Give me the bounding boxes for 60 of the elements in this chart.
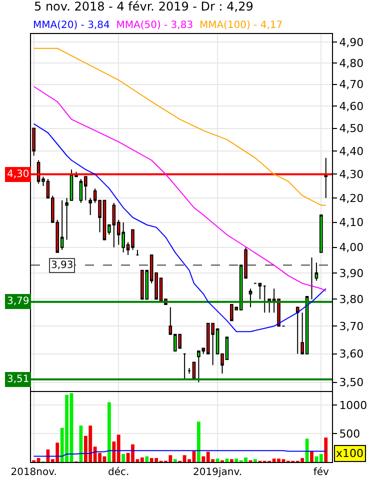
ref-line-label: 4,30 [7, 169, 30, 180]
text: MMA(100) - 4,17 [199, 20, 283, 31]
y-tick-label: 500 [339, 427, 360, 440]
candlestick [188, 367, 191, 374]
bar [108, 402, 111, 462]
bar [173, 459, 177, 462]
y-tick-label: 4,40 [339, 144, 364, 158]
bar [122, 454, 126, 462]
candlestick [182, 353, 186, 380]
y-tick-label: 4,20 [339, 192, 364, 205]
chart-title: 5 nov. 2018 - 4 févr. 2019 - Dr : 4,29 [34, 0, 254, 14]
candlestick [310, 256, 314, 300]
bar [324, 438, 328, 462]
ref-line-label: 3,51 [7, 374, 30, 385]
bar [197, 422, 200, 462]
candlestick [84, 176, 88, 201]
bar [140, 457, 144, 462]
line-series [33, 123, 326, 332]
bar [79, 426, 83, 462]
y-tick-label: 3,50 [339, 376, 364, 390]
candlestick [65, 198, 68, 240]
line-series [33, 48, 326, 206]
ref-line-label: 3,93 [51, 260, 74, 271]
y-tick-label: 4,60 [339, 100, 364, 113]
candlestick [262, 285, 266, 314]
y-tick-label: 4,80 [339, 56, 364, 70]
x-tick-label: déc. [108, 467, 130, 478]
bar [225, 458, 229, 462]
candlestick [248, 288, 252, 308]
text: MMA(50) - 3,83 [116, 20, 194, 31]
text: x100 [336, 447, 364, 460]
y-tick-label: 3,70 [339, 320, 364, 333]
line-series [33, 86, 326, 292]
bar [319, 454, 323, 462]
bar [145, 456, 149, 462]
y-tick-label: 4,70 [339, 78, 364, 92]
bar [216, 458, 220, 462]
text: MMA(20) - 3,84 [33, 20, 110, 31]
x-tick-label: 2018nov. [10, 467, 57, 478]
y-tick-label: 4,30 [339, 168, 364, 182]
ref-line-label: 3,79 [7, 296, 30, 307]
y-tick-label: 3,90 [339, 266, 364, 280]
x-tick-label: fév [313, 467, 330, 478]
bar [310, 451, 314, 462]
x-tick-label: 2019janv. [193, 467, 242, 478]
candlestick [136, 249, 140, 256]
y-tick-label: 3,80 [339, 293, 364, 306]
bar [254, 459, 257, 462]
bar [230, 459, 234, 462]
y-tick-label: 3,60 [339, 348, 364, 361]
candlestick [314, 262, 318, 282]
candlestick [258, 282, 262, 300]
candlestick [320, 214, 323, 253]
y-tick-label: 4,00 [339, 241, 364, 254]
candlestick [324, 157, 328, 199]
y-tick-label: 1000 [339, 398, 368, 412]
candlestick [296, 306, 300, 354]
y-tick-label: 4,10 [339, 216, 364, 230]
y-tick-label: 4,50 [339, 122, 364, 136]
y-tick-label: 4,90 [339, 36, 364, 50]
